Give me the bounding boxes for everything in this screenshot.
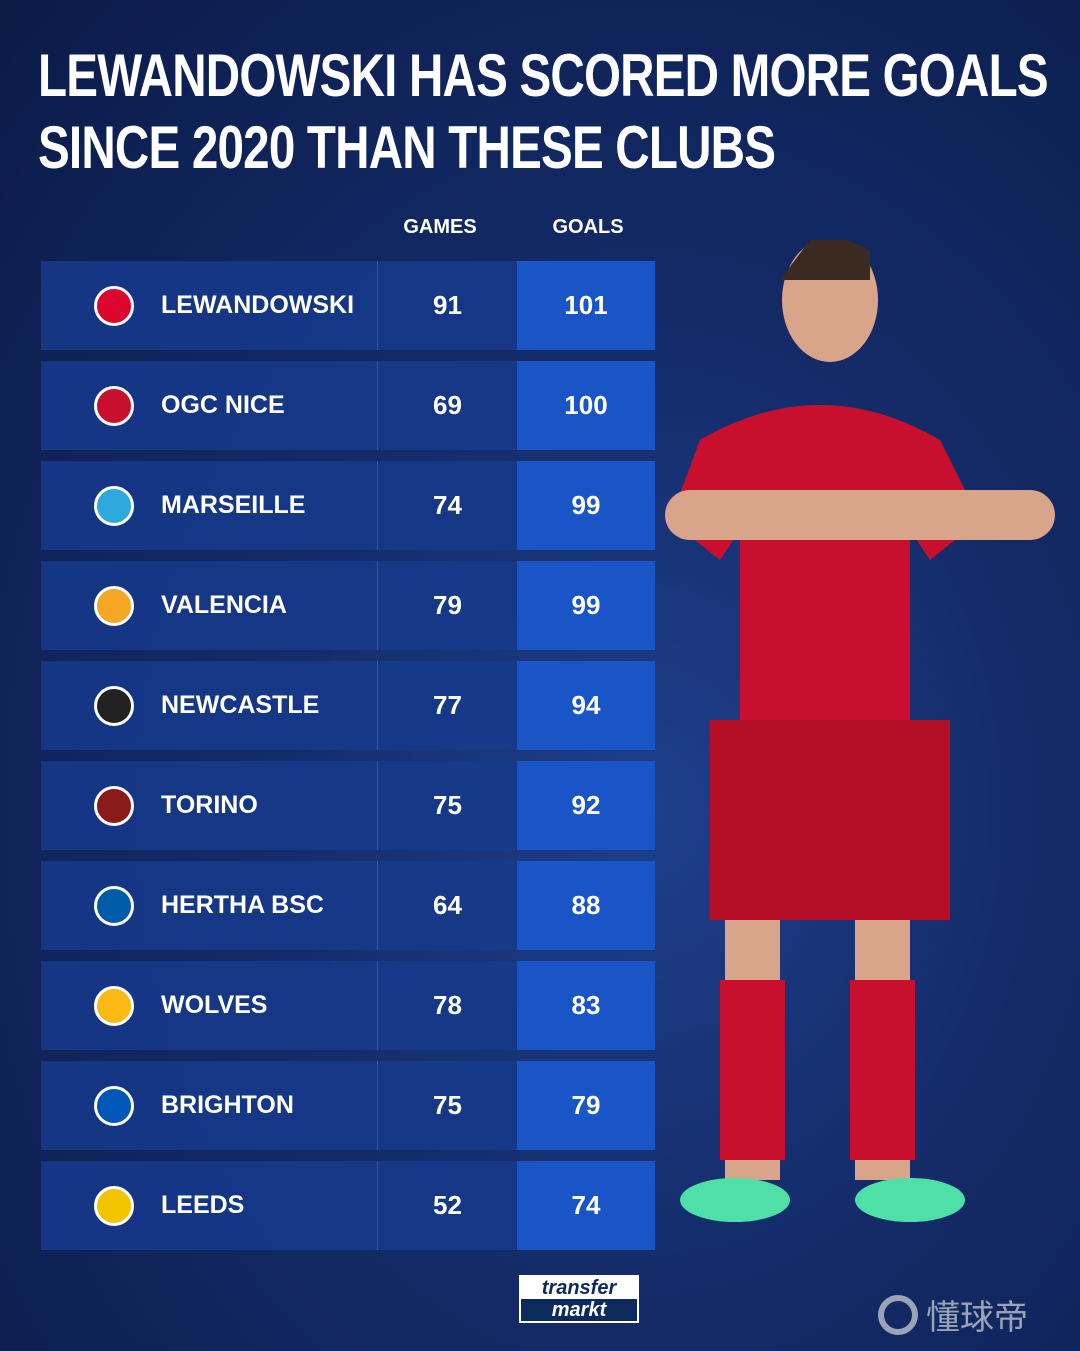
games-value: 79 [378,561,517,650]
transfermarkt-logo: transfer markt [519,1275,639,1323]
club-crest-icon [94,985,134,1026]
club-cell: TORINO [41,761,378,850]
table-row: VALENCIA 79 99 [41,561,655,650]
goals-value: 99 [517,461,655,550]
goals-value: 79 [517,1061,655,1150]
club-name: VALENCIA [161,591,287,619]
table-row: LEWANDOWSKI 91 101 [41,261,655,350]
goals-value: 99 [517,561,655,650]
title-line-2: SINCE 2020 THAN THESE CLUBS [38,114,776,181]
club-crest-icon [94,285,134,326]
club-cell: WOLVES [41,961,378,1050]
table-row: OGC NICE 69 100 [41,361,655,450]
table-row: WOLVES 78 83 [41,961,655,1050]
club-name: OGC NICE [161,391,285,419]
goals-value: 88 [517,861,655,950]
table-row: LEEDS 52 74 [41,1161,655,1250]
games-value: 75 [378,761,517,850]
goals-value: 101 [517,261,655,350]
table-row: MARSEILLE 74 99 [41,461,655,550]
logo-top: transfer [541,1277,617,1299]
games-value: 64 [378,861,517,950]
goals-value: 92 [517,761,655,850]
table-row: TORINO 75 92 [41,761,655,850]
logo-bottom: markt [521,1299,637,1321]
club-cell: VALENCIA [41,561,378,650]
goals-value: 83 [517,961,655,1050]
club-name: HERTHA BSC [161,891,324,919]
watermark-text: 懂球帝 [926,1299,1028,1337]
club-crest-icon [94,585,134,626]
club-cell: LEEDS [41,1161,378,1250]
club-cell: NEWCASTLE [41,661,378,750]
table-row: NEWCASTLE 77 94 [41,661,655,750]
table-row: HERTHA BSC 64 88 [41,861,655,950]
club-name: NEWCASTLE [161,691,320,719]
goals-value: 94 [517,661,655,750]
club-crest-icon [94,485,134,526]
goals-header: GOALS [552,216,624,238]
club-crest-icon [94,785,134,826]
title-line-1: LEWANDOWSKI HAS SCORED MORE GOALS [38,42,1049,109]
club-crest-icon [94,1085,134,1126]
games-value: 69 [378,361,517,450]
club-name: WOLVES [161,991,268,1019]
games-value: 74 [378,461,517,550]
page-title: LEWANDOWSKI HAS SCORED MORE GOALS SINCE … [38,40,1049,184]
club-cell: OGC NICE [41,361,378,450]
club-name: BRIGHTON [161,1091,294,1119]
games-value: 75 [378,1061,517,1150]
club-name: TORINO [161,791,258,819]
club-crest-icon [94,685,134,726]
club-cell: LEWANDOWSKI [41,261,378,350]
club-crest-icon [94,885,134,926]
games-value: 52 [378,1161,517,1250]
club-crest-icon [94,385,134,426]
player-photo [665,240,1055,1222]
watermark: 懂球帝 [878,1290,1028,1339]
games-value: 78 [378,961,517,1050]
club-cell: HERTHA BSC [41,861,378,950]
ball-icon [878,1294,918,1335]
club-cell: BRIGHTON [41,1061,378,1150]
club-name: LEWANDOWSKI [161,291,355,319]
club-name: MARSEILLE [161,491,306,519]
goals-value: 74 [517,1161,655,1250]
club-name: LEEDS [161,1191,245,1219]
club-crest-icon [94,1185,134,1226]
goals-value: 100 [517,361,655,450]
games-header: GAMES [403,216,477,238]
games-value: 77 [378,661,517,750]
club-cell: MARSEILLE [41,461,378,550]
table-row: BRIGHTON 75 79 [41,1061,655,1150]
games-value: 91 [378,261,517,350]
